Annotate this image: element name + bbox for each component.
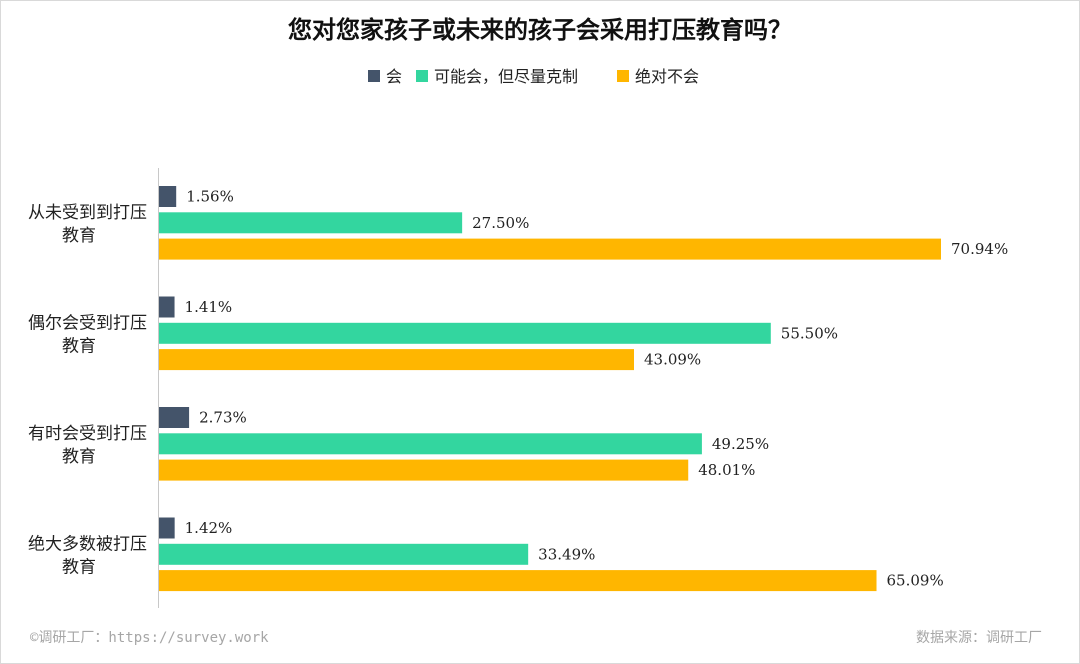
category-label-line: 教育 bbox=[62, 337, 96, 357]
legend-swatch-1 bbox=[416, 70, 428, 82]
category-label-line: 有时会受到打压 bbox=[28, 424, 147, 444]
legend-label-1: 可能会，但尽量克制 bbox=[434, 67, 578, 86]
category-label: 有时会受到打压教育 bbox=[28, 424, 147, 467]
bar bbox=[159, 238, 941, 260]
category-label-line: 教育 bbox=[62, 447, 96, 467]
category-label: 从未受到到打压教育 bbox=[28, 203, 147, 246]
data-label: 1.42% bbox=[185, 519, 233, 537]
category-label: 绝大多数被打压教育 bbox=[28, 535, 147, 578]
data-label: 33.49% bbox=[538, 545, 595, 563]
bar bbox=[159, 407, 190, 428]
legend-label-0: 会 bbox=[386, 67, 402, 86]
bar bbox=[159, 543, 529, 565]
category-label-line: 教育 bbox=[62, 226, 96, 246]
data-label: 1.56% bbox=[186, 188, 234, 206]
category-label-line: 绝大多数被打压 bbox=[28, 535, 147, 555]
data-label: 49.25% bbox=[712, 435, 769, 453]
chart-title: 您对您家孩子或未来的孩子会采用打压教育吗？ bbox=[288, 15, 792, 44]
category-label-line: 偶尔会受到打压 bbox=[28, 314, 147, 334]
bar bbox=[159, 322, 771, 344]
footer-copyright: ©调研工厂：https://survey.work bbox=[30, 630, 269, 646]
data-label: 43.09% bbox=[644, 351, 701, 369]
legend: 会 可能会，但尽量克制 绝对不会 bbox=[368, 67, 699, 86]
data-label: 70.94% bbox=[951, 240, 1008, 258]
bar bbox=[159, 212, 463, 234]
data-label: 65.09% bbox=[887, 572, 944, 590]
legend-label-2: 绝对不会 bbox=[635, 67, 699, 86]
bar bbox=[159, 433, 702, 455]
data-label: 55.50% bbox=[781, 324, 838, 342]
bar bbox=[159, 517, 175, 539]
data-label: 48.01% bbox=[698, 461, 755, 479]
bar bbox=[159, 296, 175, 318]
category-label-line: 教育 bbox=[62, 558, 96, 578]
category-label: 偶尔会受到打压教育 bbox=[28, 314, 147, 357]
bar bbox=[159, 459, 689, 481]
category-label-line: 从未受到到打压 bbox=[28, 203, 147, 223]
plot-area: 从未受到到打压教育1.56%27.50%70.94%偶尔会受到打压教育1.41%… bbox=[28, 186, 1008, 592]
data-label: 27.50% bbox=[472, 214, 529, 232]
legend-swatch-2 bbox=[617, 70, 629, 82]
legend-swatch-0 bbox=[368, 70, 380, 82]
data-label: 1.41% bbox=[185, 298, 233, 316]
bar bbox=[159, 349, 634, 371]
data-label: 2.73% bbox=[199, 409, 247, 427]
footer-source: 数据来源：调研工厂 bbox=[916, 630, 1042, 646]
bar bbox=[159, 186, 177, 207]
bar bbox=[159, 570, 877, 592]
